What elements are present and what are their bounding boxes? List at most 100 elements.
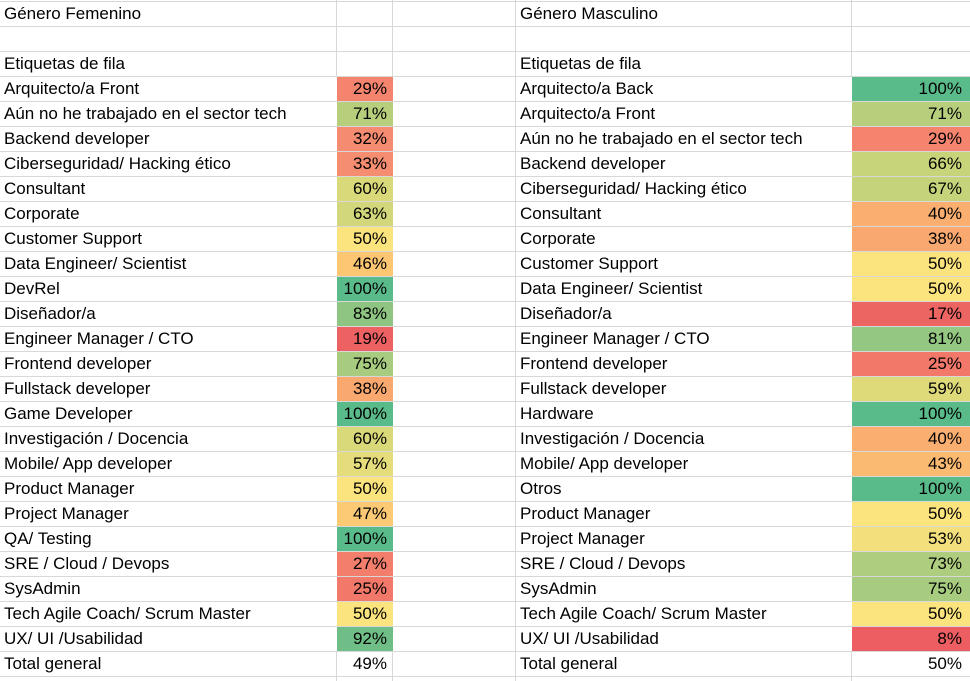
- cell-right-label[interactable]: Data Engineer/ Scientist: [520, 279, 703, 298]
- cell-gap[interactable]: [393, 602, 516, 626]
- left-total-label[interactable]: Total general: [0, 652, 337, 676]
- cell-left-label[interactable]: Consultant: [4, 179, 86, 198]
- cell-right-value[interactable]: 75%: [852, 577, 970, 601]
- cell-left-label[interactable]: Corporate: [4, 204, 80, 223]
- cell-left-label[interactable]: Game Developer: [4, 404, 133, 423]
- cell-left-value[interactable]: [337, 2, 393, 26]
- cell-left-value[interactable]: 46%: [337, 252, 393, 276]
- cell-left-label[interactable]: Product Manager: [4, 479, 135, 498]
- cell-right-value[interactable]: 100%: [852, 477, 970, 501]
- cell-left-value[interactable]: 32%: [337, 127, 393, 151]
- right-row-header[interactable]: Etiquetas de fila: [516, 52, 852, 76]
- cell-right-value[interactable]: 50%: [852, 502, 970, 526]
- cell-right-label[interactable]: Ciberseguridad/ Hacking ético: [520, 179, 747, 198]
- cell-left-label[interactable]: UX/ UI /Usabilidad: [4, 629, 143, 648]
- cell-left-label[interactable]: Project Manager: [4, 504, 129, 523]
- cell-right-value[interactable]: [852, 2, 970, 26]
- cell-left-value[interactable]: 60%: [337, 177, 393, 201]
- cell-right-label[interactable]: Product Manager: [520, 504, 651, 523]
- cell-gap[interactable]: [393, 502, 516, 526]
- cell-right-label[interactable]: SysAdmin: [520, 579, 597, 598]
- right-total-value[interactable]: 50%: [927, 654, 962, 673]
- cell-left-value[interactable]: 29%: [337, 77, 393, 101]
- cell-right-value[interactable]: 100%: [852, 77, 970, 101]
- cell-right-value[interactable]: 66%: [852, 152, 970, 176]
- cell-right-label[interactable]: Aún no he trabajado en el sector tech: [520, 129, 803, 148]
- cell-gap[interactable]: [393, 202, 516, 226]
- cell-right-value[interactable]: 71%: [852, 102, 970, 126]
- cell-right-label[interactable]: Corporate: [520, 229, 596, 248]
- cell-right-value[interactable]: 81%: [852, 327, 970, 351]
- cell-right-label[interactable]: Fullstack developer: [520, 379, 667, 398]
- cell-left-value[interactable]: 50%: [337, 227, 393, 251]
- cell-left-value[interactable]: 50%: [337, 602, 393, 626]
- cell-gap[interactable]: [393, 252, 516, 276]
- cell-gap[interactable]: [393, 402, 516, 426]
- cell-right-label[interactable]: Frontend developer: [520, 354, 668, 373]
- cell-left-label[interactable]: SysAdmin: [4, 579, 81, 598]
- cell-right-label[interactable]: Hardware: [520, 404, 594, 423]
- cell-gap[interactable]: [393, 352, 516, 376]
- cell-right-label[interactable]: Engineer Manager / CTO: [520, 329, 710, 348]
- cell-right-value[interactable]: 73%: [852, 552, 970, 576]
- cell-right-value[interactable]: 67%: [852, 177, 970, 201]
- right-table-title[interactable]: Género Masculino: [516, 2, 852, 26]
- cell-right-value[interactable]: 50%: [852, 602, 970, 626]
- cell-gap[interactable]: [393, 627, 516, 651]
- cell-left-label[interactable]: Diseñador/a: [4, 304, 96, 323]
- cell-left-value[interactable]: 19%: [337, 327, 393, 351]
- cell-left-label[interactable]: Backend developer: [4, 129, 150, 148]
- cell-left-label[interactable]: Engineer Manager / CTO: [4, 329, 194, 348]
- cell-left-value[interactable]: 60%: [337, 427, 393, 451]
- cell-gap[interactable]: [393, 102, 516, 126]
- cell-gap[interactable]: [393, 177, 516, 201]
- cell-right-label[interactable]: Arquitecto/a Back: [520, 79, 654, 98]
- cell-left-value[interactable]: 100%: [337, 402, 393, 426]
- cell-right-value[interactable]: 43%: [852, 452, 970, 476]
- cell-left-value[interactable]: 71%: [337, 102, 393, 126]
- cell-right-label[interactable]: Mobile/ App developer: [520, 454, 689, 473]
- cell-gap[interactable]: [393, 152, 516, 176]
- cell-right-value[interactable]: 17%: [852, 302, 970, 326]
- cell-right-value[interactable]: [852, 52, 970, 76]
- cell-right-label[interactable]: Customer Support: [520, 254, 658, 273]
- cell-left-label[interactable]: Fullstack developer: [4, 379, 151, 398]
- left-table-title[interactable]: Género Femenino: [0, 2, 337, 26]
- cell-left-value[interactable]: 63%: [337, 202, 393, 226]
- cell-left-label[interactable]: Aún no he trabajado en el sector tech: [4, 104, 287, 123]
- cell-right-value[interactable]: 25%: [852, 352, 970, 376]
- cell-right-label[interactable]: Consultant: [520, 204, 602, 223]
- cell-right-label[interactable]: Project Manager: [520, 529, 645, 548]
- cell-gap[interactable]: [393, 577, 516, 601]
- cell-gap[interactable]: [393, 377, 516, 401]
- cell-left-value[interactable]: [337, 27, 393, 51]
- cell-left-label[interactable]: Mobile/ App developer: [4, 454, 173, 473]
- cell-left-value[interactable]: 100%: [337, 277, 393, 301]
- cell-gap[interactable]: [393, 2, 516, 26]
- cell-right-value[interactable]: 59%: [852, 377, 970, 401]
- cell-gap[interactable]: [393, 427, 516, 451]
- cell-left-value[interactable]: 100%: [337, 527, 393, 551]
- cell-gap[interactable]: [393, 302, 516, 326]
- cell-left-label[interactable]: Ciberseguridad/ Hacking ético: [4, 154, 231, 173]
- cell-left-value[interactable]: 27%: [337, 552, 393, 576]
- cell-right-value[interactable]: 40%: [852, 427, 970, 451]
- cell-gap[interactable]: [393, 52, 516, 76]
- cell-left-value[interactable]: 47%: [337, 502, 393, 526]
- cell-left-label[interactable]: QA/ Testing: [4, 529, 92, 548]
- cell-left-value[interactable]: 83%: [337, 302, 393, 326]
- cell-gap[interactable]: [393, 277, 516, 301]
- cell-right-value[interactable]: 100%: [852, 402, 970, 426]
- cell-left-label[interactable]: DevRel: [4, 279, 60, 298]
- cell-left-label[interactable]: Customer Support: [4, 229, 142, 248]
- cell-right-value[interactable]: 38%: [852, 227, 970, 251]
- cell-gap[interactable]: [393, 652, 516, 676]
- cell-gap[interactable]: [393, 77, 516, 101]
- cell-gap[interactable]: [393, 327, 516, 351]
- cell-left-value[interactable]: 92%: [337, 627, 393, 651]
- cell-right-value[interactable]: [852, 27, 970, 51]
- cell-left-value[interactable]: 75%: [337, 352, 393, 376]
- cell-left-label[interactable]: Investigación / Docencia: [4, 429, 189, 448]
- cell-gap[interactable]: [393, 552, 516, 576]
- cell-right-value[interactable]: 8%: [852, 627, 970, 651]
